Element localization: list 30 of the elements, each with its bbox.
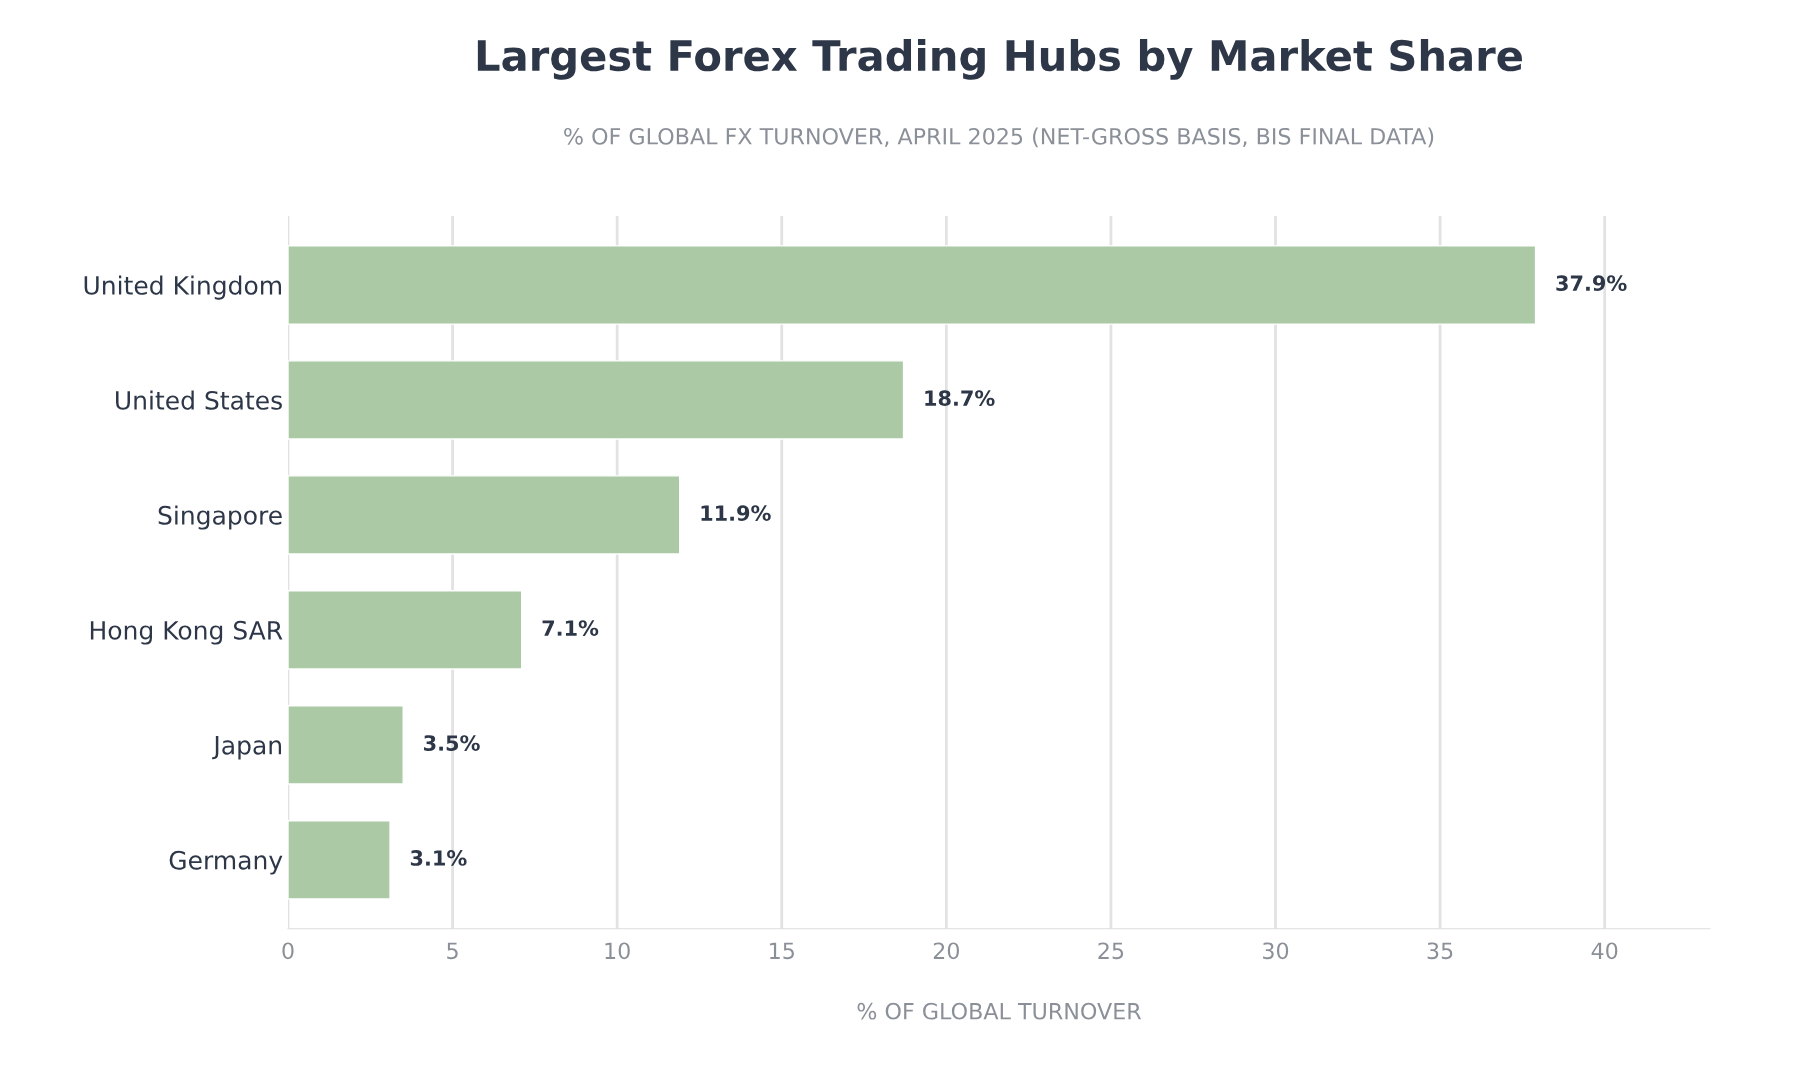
data-label: 37.9% — [1556, 275, 1627, 292]
data-label: 3.1% — [410, 850, 467, 866]
bar — [288, 820, 391, 900]
y-tick-label: Hong Kong SAR — [90, 620, 283, 645]
x-tick-label: 25 — [1098, 942, 1124, 960]
x-tick-label: 5 — [447, 942, 458, 960]
bar — [288, 475, 681, 555]
x-tick-label: 10 — [605, 942, 630, 960]
bar — [288, 245, 1537, 325]
x-tick-label: 35 — [1427, 942, 1453, 960]
data-label: 18.7% — [925, 390, 995, 406]
y-tick-label: United Kingdom — [84, 275, 282, 300]
y-tick-label: Singapore — [158, 505, 282, 530]
bar — [288, 590, 523, 670]
x-tick-label: 0 — [282, 942, 294, 960]
x-axis-title: % OF GLOBAL TURNOVER — [857, 1002, 1142, 1020]
data-label: 3.5% — [424, 735, 480, 751]
x-tick-label: 20 — [933, 942, 959, 960]
chart-title: Largest Forex Trading Hubs by Market Share — [477, 39, 1522, 80]
y-tick-label: Germany — [169, 850, 283, 875]
y-tick-label: United States — [116, 390, 282, 410]
y-tick-label: Japan — [212, 736, 282, 760]
bar — [288, 360, 905, 440]
x-tick-label: 15 — [770, 942, 794, 960]
chart-subtitle: % OF GLOBAL FX TURNOVER, APRIL 2025 (NET-GROSS BASIS, BIS FINAL DATA) — [564, 127, 1434, 148]
data-label: 7.1% — [542, 620, 599, 636]
data-label: 11.9% — [701, 505, 771, 521]
x-tick-label: 40 — [1591, 942, 1618, 960]
x-tick-label: 30 — [1263, 942, 1289, 960]
bar — [288, 705, 404, 785]
